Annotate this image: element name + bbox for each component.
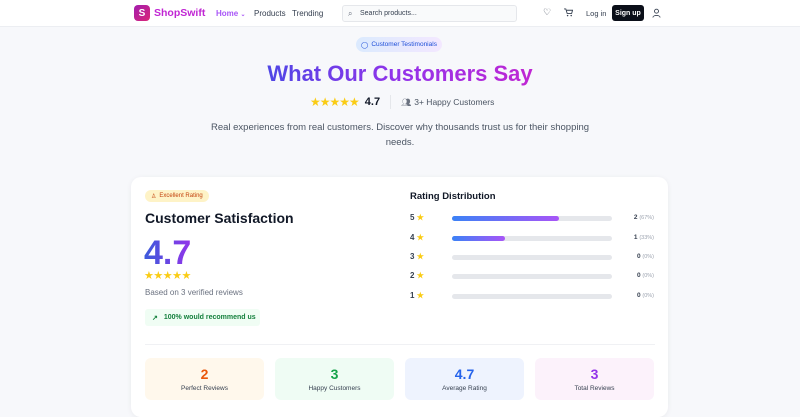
logo[interactable]: S	[134, 5, 150, 21]
nav-products[interactable]: Products	[254, 9, 286, 18]
happy-customers: 3+ Happy Customers	[414, 97, 495, 107]
trending-up-icon: ↗	[152, 314, 158, 322]
heart-icon[interactable]: ♡	[543, 7, 552, 17]
star-icons: ★★★★★	[310, 95, 360, 109]
rating-row-label: 1 ★	[410, 291, 424, 300]
star-icon: ★	[416, 271, 424, 280]
stat-label: Happy Customers	[308, 385, 361, 392]
rating-bar-fill	[452, 216, 560, 221]
nav-home[interactable]: Home ⌄	[216, 9, 246, 18]
user-icon[interactable]	[652, 8, 661, 18]
search-input[interactable]: ⌕ Search products...	[342, 5, 517, 22]
star-icon: ★	[416, 233, 424, 242]
signup-button[interactable]: Sign up	[612, 5, 644, 21]
users-icon: 👥︎	[401, 97, 412, 107]
page-title: What Our Customers Say	[267, 61, 533, 86]
chat-icon: ◯	[361, 41, 369, 49]
nav-trending[interactable]: Trending	[292, 9, 324, 18]
stat-card: 3 Total Reviews	[535, 358, 654, 400]
hero-rating: ★★★★★ 4.7 👥︎ 3+ Happy Customers	[310, 95, 494, 109]
rating-bar	[452, 216, 612, 221]
stat-label: Perfect Reviews	[181, 385, 228, 392]
rating-count: 1 (33%)	[633, 234, 654, 241]
stat-label: Total Reviews	[574, 385, 615, 392]
hero-description: Real experiences from real customers. Di…	[210, 122, 590, 148]
brand-name[interactable]: ShopSwift	[154, 7, 206, 19]
rating-row-label: 5 ★	[410, 213, 424, 222]
distribution-title: Rating Distribution	[410, 191, 496, 202]
stat-value: 3	[590, 366, 599, 382]
rating-bar-fill	[452, 236, 505, 241]
divider	[145, 344, 655, 345]
award-icon: ♙	[151, 193, 157, 200]
recommend-badge: ↗ 100% would recommend us	[145, 309, 260, 326]
stat-value: 4.7	[454, 366, 475, 382]
divider	[390, 95, 392, 109]
stat-card: 2 Perfect Reviews	[145, 358, 264, 400]
stat-card: 4.7 Average Rating	[405, 358, 524, 400]
rating-row-label: 3 ★	[410, 252, 424, 261]
score-value: 4.7	[144, 234, 192, 272]
hero-rating-value: 4.7	[364, 96, 381, 108]
satisfaction-title: Customer Satisfaction	[145, 210, 294, 226]
excellent-badge: ♙ Excellent Rating	[145, 190, 209, 202]
rating-row-label: 4 ★	[410, 233, 424, 242]
search-icon: ⌕	[348, 9, 353, 18]
top-nav: S ShopSwift Home ⌄ Products Trending ⌕ Se…	[0, 0, 800, 27]
rating-bar	[452, 274, 612, 279]
star-icons: ★★★★★	[144, 270, 191, 282]
rating-count: 0 (0%)	[636, 272, 654, 279]
badge-label: Customer Testimonials	[371, 41, 437, 48]
rating-count: 0 (0%)	[636, 292, 654, 299]
stat-card: 3 Happy Customers	[275, 358, 394, 400]
star-icon: ★	[416, 213, 424, 222]
search-placeholder: Search products...	[360, 10, 417, 17]
star-icon: ★	[416, 252, 424, 261]
rating-bar	[452, 255, 612, 260]
testimonials-badge: ◯ Customer Testimonials	[356, 37, 442, 52]
rating-row-label: 2 ★	[410, 271, 424, 280]
rating-bar	[452, 294, 612, 299]
stat-value: 2	[200, 366, 209, 382]
star-icon: ★	[416, 291, 424, 300]
rating-count: 2 (67%)	[633, 214, 654, 221]
based-on: Based on 3 verified reviews	[145, 288, 243, 297]
rating-count: 0 (0%)	[636, 253, 654, 260]
rating-bar	[452, 236, 612, 241]
cart-icon[interactable]	[564, 8, 573, 17]
chevron-down-icon: ⌄	[240, 12, 246, 18]
stat-value: 3	[330, 366, 339, 382]
stat-label: Average Rating	[442, 385, 487, 392]
login-button[interactable]: Log in	[586, 9, 607, 18]
nav-home-label: Home	[216, 9, 239, 18]
